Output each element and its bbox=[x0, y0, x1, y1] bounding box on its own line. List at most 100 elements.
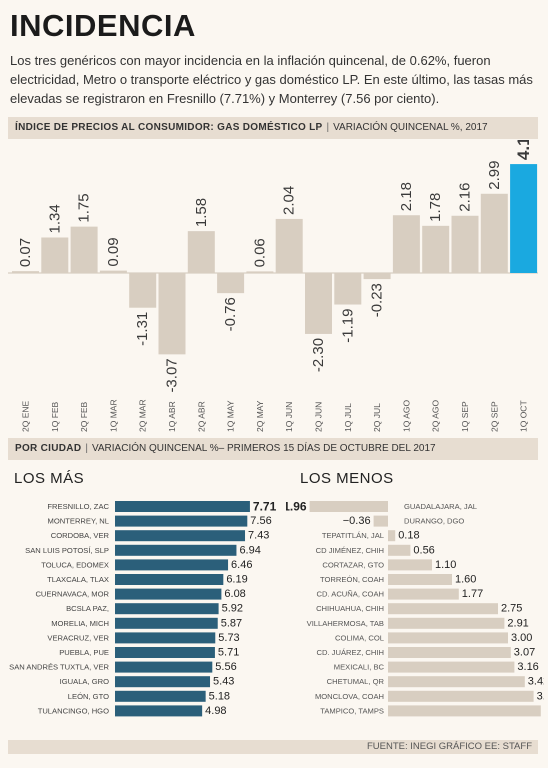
section-header-label: POR CIUDAD bbox=[15, 443, 82, 454]
bar bbox=[480, 193, 508, 273]
value-label: 2.75 bbox=[501, 603, 522, 615]
bar bbox=[115, 603, 219, 615]
bar bbox=[305, 273, 332, 334]
value-label: 3.07 bbox=[514, 647, 535, 659]
bar bbox=[115, 617, 218, 629]
value-label: 7.56 bbox=[250, 515, 271, 527]
x-tick-label: 1Q SEP bbox=[460, 401, 470, 432]
bar bbox=[115, 647, 215, 658]
bar bbox=[388, 705, 541, 717]
data-label: 2.18 bbox=[398, 182, 415, 211]
section-header-ciudad: POR CIUDAD | VARIACIÓN QUINCENAL %– PRIMER… bbox=[8, 438, 538, 460]
bar bbox=[115, 544, 237, 556]
bar bbox=[115, 676, 211, 688]
data-label: 2.16 bbox=[457, 183, 474, 212]
bar bbox=[115, 530, 246, 542]
bar bbox=[41, 237, 69, 273]
bar bbox=[363, 273, 391, 280]
bar bbox=[70, 226, 98, 273]
x-tick-label: 1Q FEB bbox=[50, 401, 60, 432]
bar bbox=[115, 705, 203, 717]
city-label: PUEBLA, PUE bbox=[59, 648, 109, 657]
city-label: SAN LUIS POTOSÍ, SLP bbox=[25, 546, 109, 555]
x-tick-label: 2Q AGO bbox=[431, 399, 441, 432]
data-label: -0.23 bbox=[369, 283, 386, 317]
x-tick-label: 2Q JUN bbox=[314, 402, 324, 432]
bar bbox=[388, 588, 459, 600]
data-label: 1.78 bbox=[427, 193, 444, 222]
city-label: TULANCINGO, HGO bbox=[38, 706, 109, 715]
value-label: 5.71 bbox=[218, 647, 239, 659]
value-label: 3.42 bbox=[528, 676, 544, 688]
city-label: MORELIA, MICH bbox=[51, 619, 109, 628]
footer-source: FUENTE: INEGI GRÁFICO EE: STAFF bbox=[8, 740, 538, 754]
x-tick-label: 2Q MAR bbox=[138, 399, 148, 432]
x-tick-label: 1Q OCT bbox=[519, 400, 529, 432]
x-tick-label: 1Q ABR bbox=[167, 401, 177, 432]
los-mas-chart: FRESNILLO, ZAC 7.71 MONTERREY, NL 7.56 CORDO… bbox=[9, 500, 276, 717]
bar bbox=[115, 661, 213, 673]
data-label: -1.19 bbox=[339, 309, 356, 343]
city-label: GUADALAJARA, JAL bbox=[404, 502, 477, 511]
value-label: 5.43 bbox=[213, 676, 234, 688]
los-menos-chart: −1.96 GUADALAJARA, JAL −0.36 DURANGO, DGO TE… bbox=[286, 500, 544, 717]
data-label: -0.76 bbox=[222, 297, 239, 331]
value-label: 6.46 bbox=[231, 559, 252, 571]
bar bbox=[187, 231, 215, 273]
bar bbox=[388, 632, 508, 644]
city-label: TORREÓN, COAH bbox=[320, 575, 384, 584]
city-label: DURANGO, DGO bbox=[404, 517, 464, 526]
bar bbox=[392, 215, 420, 273]
bar bbox=[115, 632, 216, 644]
bar bbox=[388, 647, 511, 658]
city-label: TLAXCALA, TLAX bbox=[47, 575, 109, 584]
city-label: TEPATITLÁN, JAL bbox=[322, 531, 384, 540]
los-mas-title: LOS MÁS bbox=[14, 470, 85, 487]
bar bbox=[388, 559, 432, 571]
value-label: 1.10 bbox=[435, 559, 456, 571]
bar bbox=[115, 501, 250, 512]
data-label: 2.04 bbox=[281, 186, 298, 215]
value-label: 5.92 bbox=[222, 603, 243, 615]
city-label: MEXICALI, BC bbox=[334, 663, 385, 672]
city-label: VERACRUZ, VER bbox=[47, 633, 109, 642]
city-label: TAMPICO, TAMPS bbox=[320, 706, 384, 715]
city-label: LEÓN, GTO bbox=[68, 692, 109, 701]
city-label: MONCLOVA, COAH bbox=[315, 692, 384, 701]
bar bbox=[275, 218, 303, 273]
city-label: CUERNAVACA, MOR bbox=[35, 590, 109, 599]
data-label: -3.07 bbox=[164, 358, 181, 392]
city-label: BCSLA PAZ, bbox=[66, 604, 109, 613]
bar bbox=[388, 676, 525, 688]
city-label: MONTERREY, NL bbox=[48, 517, 109, 526]
value-label: −1.96 bbox=[286, 500, 307, 514]
x-tick-label: 2Q MAY bbox=[255, 400, 265, 432]
x-tick-label: 2Q ENE bbox=[21, 400, 31, 432]
data-label: 2.99 bbox=[486, 161, 503, 190]
city-label: CD JIMÉNEZ, CHIH bbox=[316, 546, 384, 555]
x-tick-label: 1Q JUN bbox=[284, 402, 294, 432]
city-label: FRESNILLO, ZAC bbox=[47, 502, 109, 511]
value-label: 3.16 bbox=[517, 661, 538, 673]
city-label: COLIMA, COL bbox=[335, 633, 384, 642]
x-tick-label: 1Q MAY bbox=[226, 400, 236, 432]
bar bbox=[388, 530, 396, 542]
value-label: −0.36 bbox=[343, 515, 371, 527]
value-label: 3.64 bbox=[537, 690, 544, 702]
city-label: SAN ANDRÉS TUXTLA, VER bbox=[9, 663, 109, 672]
value-label: 7.43 bbox=[248, 530, 269, 542]
bar bbox=[309, 501, 388, 512]
section-header-ipc: ÍNDICE DE PRECIOS AL CONSUMIDOR: GAS DOM… bbox=[8, 117, 538, 139]
city-label: CORDOBA, VER bbox=[51, 531, 110, 540]
bar bbox=[217, 273, 245, 294]
city-label: CHETUMAL, QR bbox=[327, 677, 385, 686]
city-label: IGUALA, GRO bbox=[60, 677, 109, 686]
bar bbox=[388, 661, 515, 673]
value-label: 5.18 bbox=[209, 690, 230, 702]
bar bbox=[388, 603, 498, 615]
data-label: 0.09 bbox=[105, 237, 122, 266]
section-header-sub: VARIACIÓN QUINCENAL %– PRIMEROS 15 DÍAS … bbox=[91, 443, 436, 454]
data-label: -1.31 bbox=[134, 312, 151, 346]
bar bbox=[246, 271, 274, 273]
value-label: 4.98 bbox=[205, 705, 226, 717]
